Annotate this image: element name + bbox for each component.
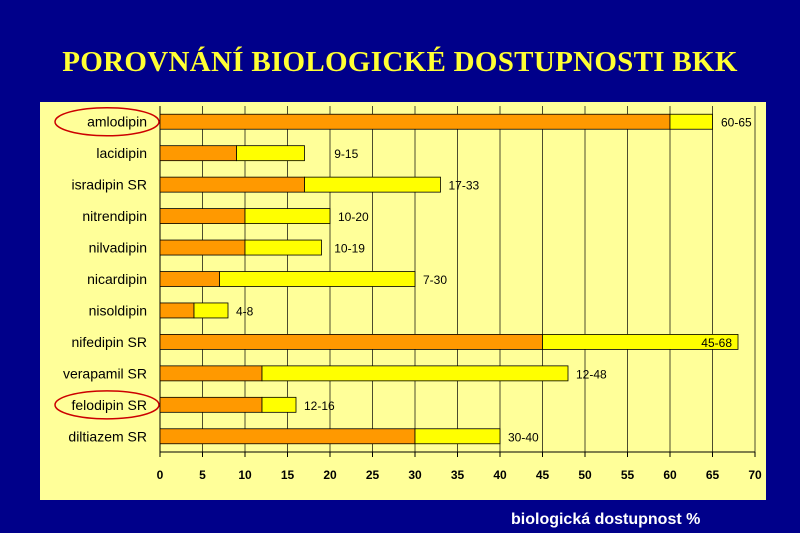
- x-tick-label: 55: [621, 468, 635, 482]
- data-label: 12-48: [576, 367, 607, 381]
- x-tick-label: 50: [578, 468, 592, 482]
- data-label: 4-8: [236, 304, 254, 318]
- bar-segment-range: [542, 334, 739, 350]
- data-label: 45-68: [701, 336, 732, 350]
- x-tick-label: 20: [323, 468, 337, 482]
- x-tick-label: 30: [408, 468, 422, 482]
- x-tick-label: 60: [663, 468, 677, 482]
- x-tick-label: 5: [199, 468, 206, 482]
- x-axis-label: biologická dostupnost %: [511, 511, 701, 528]
- x-tick-label: 40: [493, 468, 507, 482]
- bar-segment-range: [304, 176, 441, 193]
- bar-segment-min: [159, 271, 220, 287]
- bar-segment-min: [159, 208, 246, 224]
- data-label: 10-20: [338, 210, 369, 224]
- category-label: verapamil SR: [63, 365, 147, 381]
- bar-segment-range: [244, 239, 322, 256]
- category-label: isradipin SR: [72, 177, 147, 193]
- bar-segment-range: [669, 113, 713, 130]
- x-tick-label: 10: [238, 468, 252, 482]
- data-label: 60-65: [721, 116, 752, 130]
- x-tick-label: 25: [366, 468, 380, 482]
- category-label: nitrendipin: [82, 208, 147, 224]
- x-tick-label: 35: [451, 468, 465, 482]
- category-label: nilvadipin: [89, 240, 147, 256]
- category-label: diltiazem SR: [68, 428, 147, 444]
- bar-segment-range: [236, 145, 305, 162]
- category-label: amlodipin: [87, 114, 147, 130]
- category-label: lacidipin: [96, 145, 147, 161]
- data-label: 17-33: [449, 179, 480, 193]
- data-label: 7-30: [423, 273, 447, 287]
- page-title: POROVNÁNÍ BIOLOGICKÉ DOSTUPNOSTI BKK: [62, 46, 738, 78]
- data-label: 9-15: [334, 147, 358, 161]
- category-label: nicardipin: [87, 271, 147, 287]
- bar-segment-min: [159, 239, 246, 256]
- bar-segment-min: [159, 302, 195, 319]
- bar-segment-range: [193, 302, 229, 319]
- bar-segment-min: [159, 428, 416, 445]
- data-label: 30-40: [508, 430, 539, 444]
- bar-segment-min: [159, 176, 305, 193]
- bar-segment-min: [159, 113, 671, 130]
- bar-segment-range: [244, 208, 331, 224]
- x-tick-label: 15: [281, 468, 295, 482]
- bar-segment-min: [159, 396, 263, 413]
- x-tick-label: 70: [748, 468, 762, 482]
- chart-panel: 0 5 10 15 20 25 30 35 40 45 50 55 60 65 70 amlodipin 60-…: [40, 102, 766, 500]
- bar-segment-range: [414, 428, 501, 445]
- x-tick-label: 0: [157, 468, 164, 482]
- bar-segment-min: [159, 334, 543, 350]
- bar-segment-min: [159, 365, 263, 382]
- x-tick-label: 45: [536, 468, 550, 482]
- data-label: 12-16: [304, 399, 335, 413]
- bar-segment-range: [219, 271, 416, 287]
- category-label: nifedipin SR: [72, 334, 148, 350]
- data-label: 10-19: [334, 242, 365, 256]
- category-label: felodipin SR: [72, 397, 148, 413]
- highlight-ellipse: [54, 106, 160, 137]
- bar-chart: 0 5 10 15 20 25 30 35 40 45 50 55 60 65 70 amlodipin 60-…: [54, 106, 762, 482]
- bar-segment-range: [261, 365, 569, 382]
- x-tick-label: 65: [706, 468, 720, 482]
- category-label: nisoldipin: [89, 302, 147, 318]
- highlight-ellipse: [54, 390, 160, 420]
- bar-segment-range: [261, 396, 297, 413]
- bar-segment-min: [159, 145, 237, 162]
